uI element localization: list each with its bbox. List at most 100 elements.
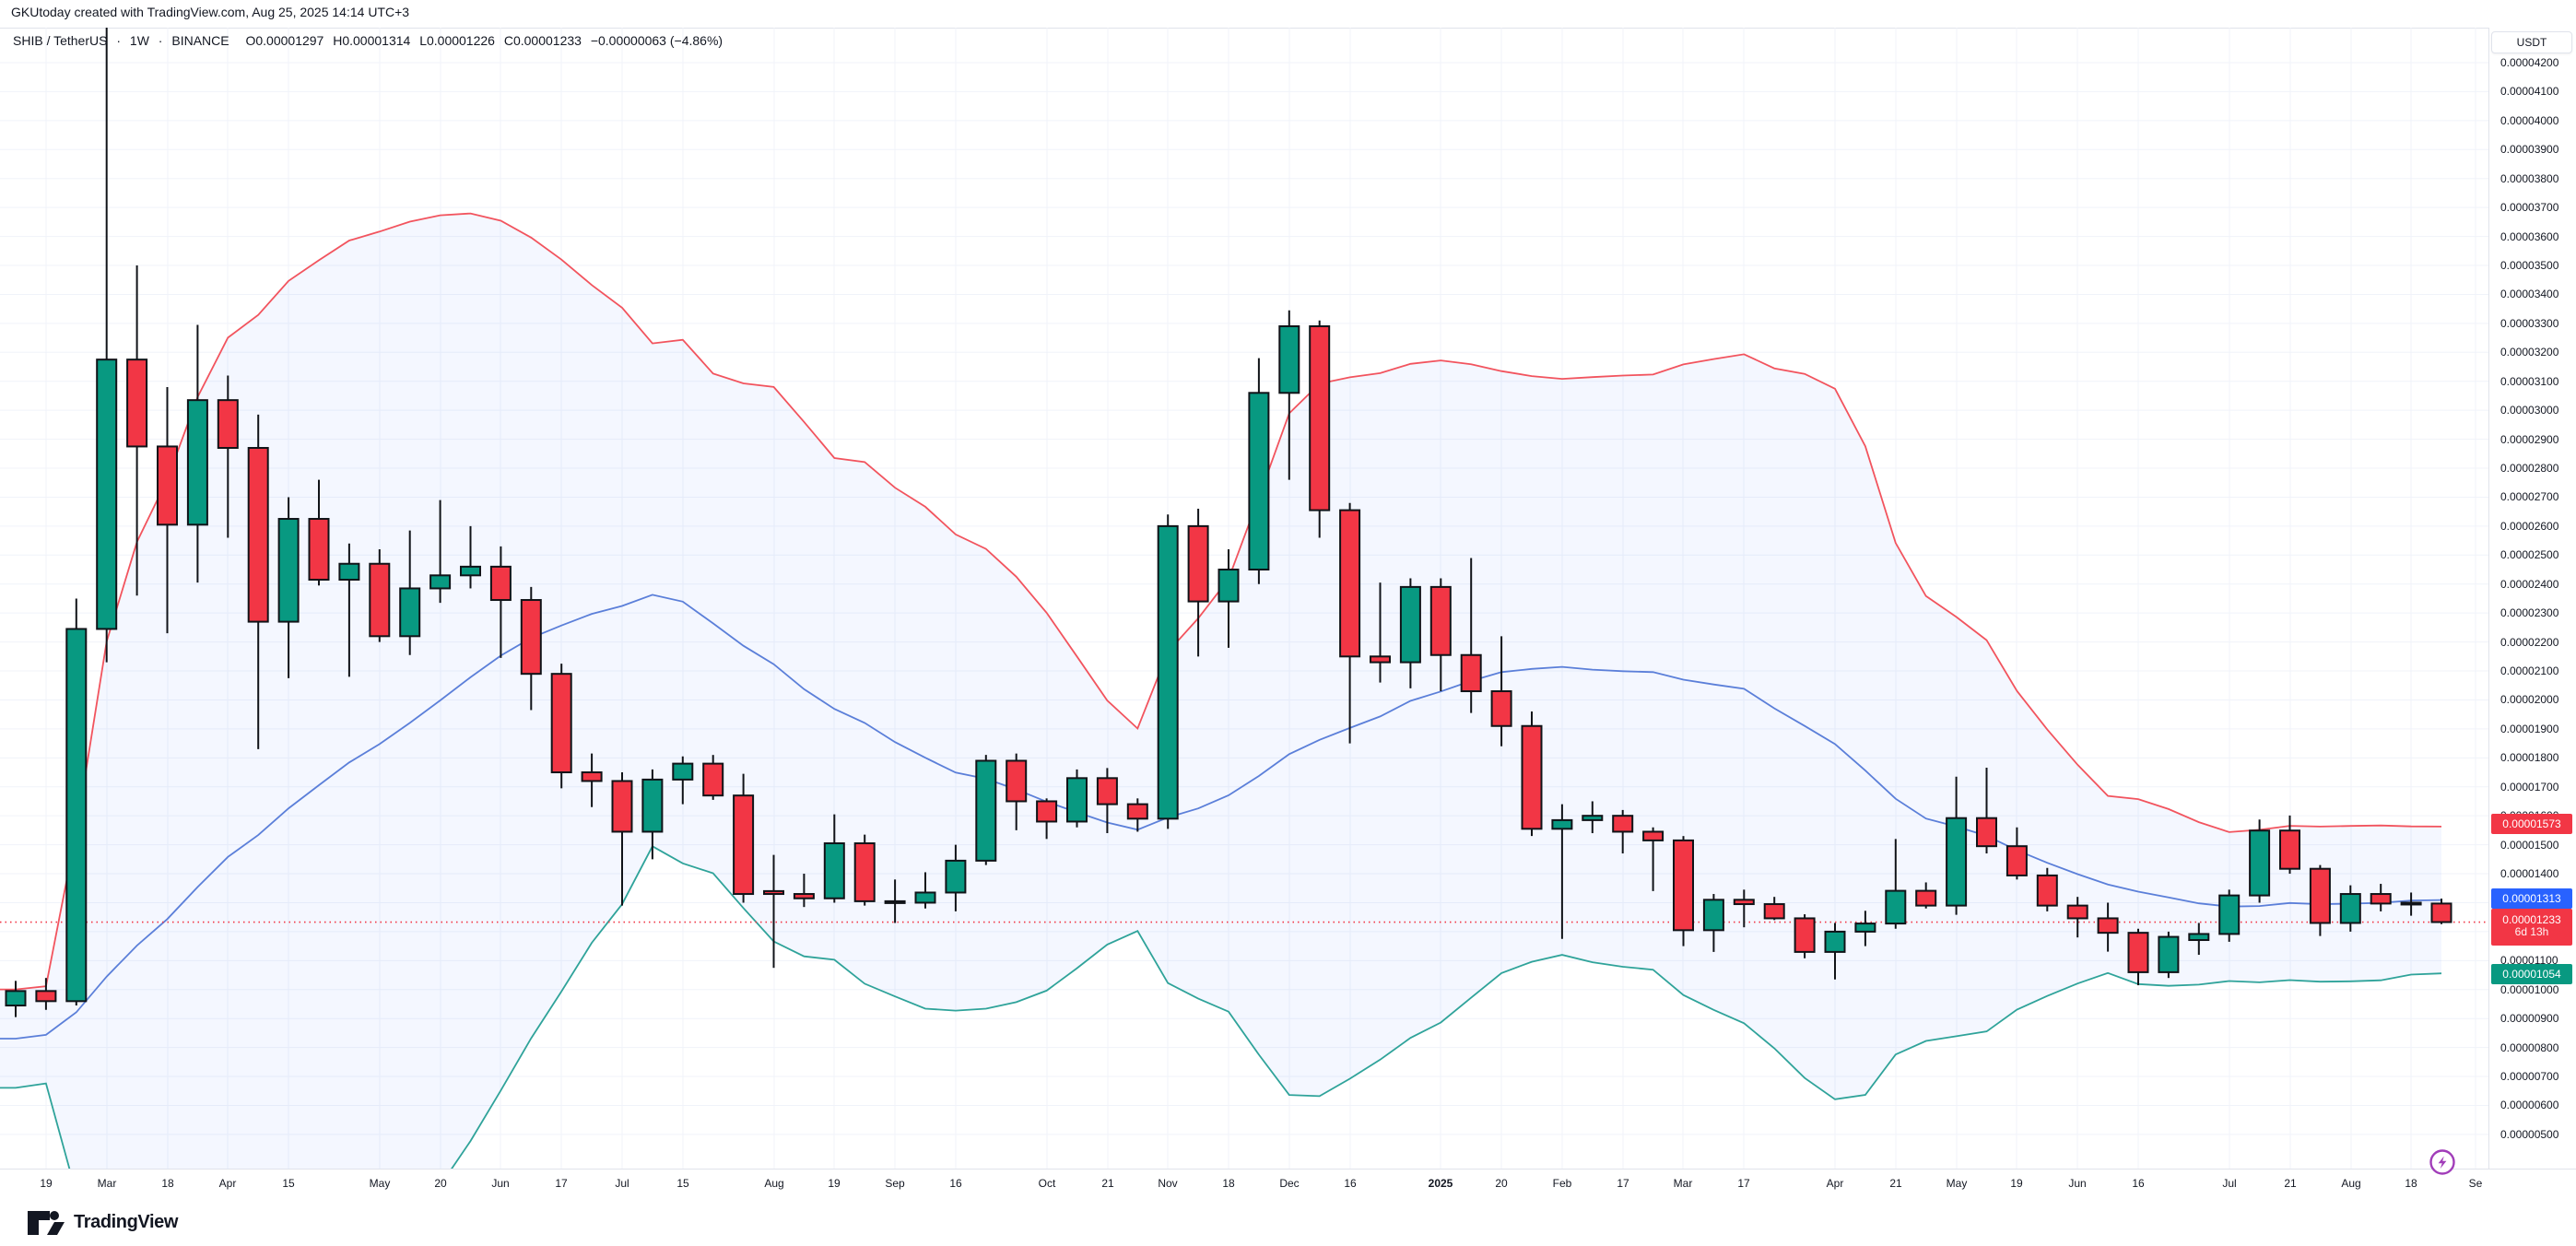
candle-body (1915, 889, 1937, 907)
candle-body (1006, 759, 1028, 803)
price-axis[interactable]: USDT 0.00004200 0.00004100 0.00004000 0.000… (2488, 28, 2576, 1170)
time-axis-label: 21 (1101, 1177, 1114, 1190)
price-axis-label: 0.00001000 (2500, 982, 2559, 996)
time-axis-label: Se (2468, 1177, 2483, 1190)
price-axis-label: 0.00001400 (2500, 867, 2559, 881)
time-axis-label: Jul (2222, 1177, 2237, 1190)
candle-body (2249, 829, 2271, 897)
price-axis-label: 0.00003300 (2500, 316, 2559, 330)
time-axis[interactable]: 19 Mar 18 Apr 15 May 20 Jun 17 Jul 15 Aug 19 Sep 16 Oct… (0, 1169, 2576, 1201)
candle-body (1521, 724, 1543, 830)
legend-interval[interactable]: 1W (129, 33, 149, 48)
candle-body (460, 565, 481, 577)
price-axis-label: 0.00004200 (2500, 56, 2559, 69)
candle-body (1217, 569, 1240, 603)
candle-body (1096, 777, 1118, 805)
candle-body (1278, 325, 1300, 394)
time-axis-label: May (369, 1177, 391, 1190)
candle-body (338, 562, 360, 582)
time-axis-label: Jun (2068, 1177, 2087, 1190)
boost-lightning-icon[interactable] (2428, 1147, 2457, 1177)
candle-body (2097, 917, 2119, 934)
price-axis-label: 0.00003700 (2500, 201, 2559, 215)
last-price-badge: 0.00001233 6d 13h (2491, 908, 2572, 946)
candle-body (2339, 893, 2361, 924)
price-axis-label: 0.00004100 (2500, 85, 2559, 99)
price-axis-label: 0.00002300 (2500, 606, 2559, 620)
time-axis-label: 16 (2132, 1177, 2145, 1190)
price-axis-label: 0.00002400 (2500, 577, 2559, 591)
legend-separator: · (158, 33, 163, 48)
time-axis-label: 15 (676, 1177, 689, 1190)
candle-body (1339, 509, 1361, 658)
time-axis-label: Mar (1673, 1177, 1693, 1190)
candle-body (1248, 392, 1270, 571)
bb-lower-line (0, 845, 2442, 1169)
time-axis-label: 21 (1889, 1177, 1902, 1190)
time-axis-label: 16 (949, 1177, 962, 1190)
time-axis-label: 19 (40, 1177, 53, 1190)
candle-body (399, 587, 421, 638)
candle-body (35, 990, 57, 1003)
time-axis-label: 17 (1737, 1177, 1750, 1190)
price-axis-label: 0.00000700 (2500, 1070, 2559, 1084)
time-axis-label: 15 (282, 1177, 295, 1190)
legend-close: C0.00001233 (503, 33, 582, 48)
candle-body (1187, 524, 1209, 603)
candle-body (1582, 815, 1604, 821)
candle-body (581, 771, 603, 782)
candle-body (1946, 817, 1968, 907)
price-axis-label: 0.00003500 (2500, 259, 2559, 272)
candle-body (2218, 894, 2241, 935)
candle-body (2127, 932, 2149, 973)
time-axis-label: Sep (885, 1177, 905, 1190)
bb-lower-badge: 0.00001054 (2491, 963, 2572, 984)
candle-body (369, 562, 391, 638)
candle-body (945, 859, 967, 894)
candle-body (277, 518, 300, 623)
candle-body (2006, 845, 2028, 876)
time-axis-label: 17 (1617, 1177, 1629, 1190)
time-axis-label: Oct (1038, 1177, 1056, 1190)
candle-body (823, 842, 845, 899)
attribution-text: GKUtoday created with TradingView.com, A… (11, 5, 410, 19)
tradingview-logo[interactable]: TradingView (26, 1205, 178, 1239)
candle-body (1763, 903, 1785, 920)
bb-basis-badge: 0.00001313 (2491, 888, 2572, 910)
footer-bar: TradingView (0, 1200, 2576, 1246)
candle-body (2036, 874, 2058, 907)
symbol-legend[interactable]: SHIB / TetherUS · 1W · BINANCE O0.000012… (13, 33, 728, 48)
currency-button[interactable]: USDT (2491, 31, 2572, 53)
time-axis-label: 17 (555, 1177, 568, 1190)
legend-symbol[interactable]: SHIB / TetherUS (13, 33, 108, 48)
candle-body (186, 399, 208, 526)
candle-body (247, 447, 269, 623)
candle-body (2188, 933, 2210, 942)
price-axis-label: 0.00000600 (2500, 1099, 2559, 1112)
time-axis-label: 2025 (1428, 1177, 1453, 1190)
time-axis-label: Feb (1552, 1177, 1572, 1190)
bb-upper-badge: 0.00001573 (2491, 813, 2572, 834)
candle-body (1126, 803, 1148, 820)
chart-pane[interactable] (0, 28, 2488, 1169)
time-axis-label: Nov (1158, 1177, 1178, 1190)
candle-body (1490, 690, 1512, 727)
price-axis-label: 0.00001500 (2500, 838, 2559, 852)
candle-body (65, 628, 88, 1003)
time-axis-label: Apr (1826, 1177, 1844, 1190)
legend-low: L0.00001226 (419, 33, 495, 48)
header-divider (0, 28, 2576, 29)
candle-body (5, 990, 27, 1007)
legend-change: −0.00000063 (−4.86%) (590, 33, 723, 48)
candle-body (611, 780, 633, 833)
candle-body (217, 399, 239, 450)
time-axis-label: 19 (828, 1177, 841, 1190)
candle-body (1460, 653, 1482, 693)
time-axis-label: Dec (1279, 1177, 1300, 1190)
candle-body (96, 359, 118, 630)
price-axis-label: 0.00002500 (2500, 548, 2559, 562)
tradingview-logo-icon (28, 1211, 65, 1235)
price-axis-label: 0.00002200 (2500, 635, 2559, 649)
candle-body (1429, 585, 1452, 656)
